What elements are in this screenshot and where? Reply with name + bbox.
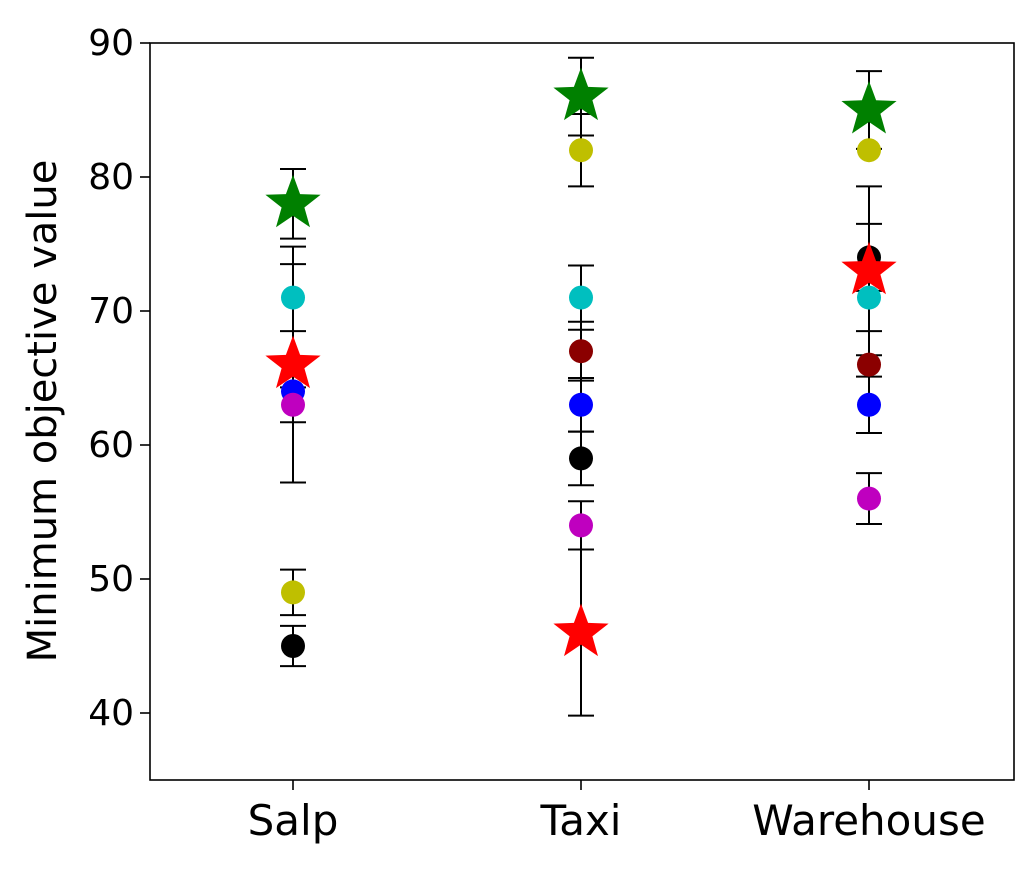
data-point (857, 138, 881, 163)
x-tick-label: Warehouse (752, 796, 985, 845)
data-point-star (553, 603, 609, 657)
data-point (569, 138, 593, 163)
data-point (569, 392, 593, 417)
y-tick-label: 50 (88, 559, 134, 600)
data-point (569, 446, 593, 471)
data-point-star (265, 335, 321, 389)
data-point (281, 392, 305, 417)
data-point-star (841, 241, 897, 295)
data-point (857, 486, 881, 511)
x-tick-label: Salp (248, 796, 339, 845)
y-tick-label: 40 (88, 693, 134, 734)
data-point (281, 285, 305, 310)
y-tick-label: 60 (88, 425, 134, 466)
y-tick-label: 70 (88, 291, 134, 332)
data-point (281, 634, 305, 658)
data-point (569, 285, 593, 310)
data-point-star (841, 81, 897, 134)
data-point (857, 285, 881, 310)
x-tick-label: Taxi (540, 796, 622, 845)
data-point (281, 580, 305, 605)
data-point (569, 339, 593, 364)
data-point (857, 352, 881, 377)
data-point-star (553, 67, 609, 121)
data-point (569, 513, 593, 538)
y-axis: 40 50 60 70 80 90 (88, 23, 150, 734)
data-marks (265, 56, 897, 717)
x-axis: Salp Taxi Warehouse (248, 780, 986, 845)
data-point (857, 392, 881, 417)
y-tick-label: 90 (88, 23, 134, 64)
data-point-star (265, 174, 321, 228)
y-tick-label: 80 (88, 157, 134, 198)
y-axis-title: Minimum objective value (20, 160, 66, 663)
